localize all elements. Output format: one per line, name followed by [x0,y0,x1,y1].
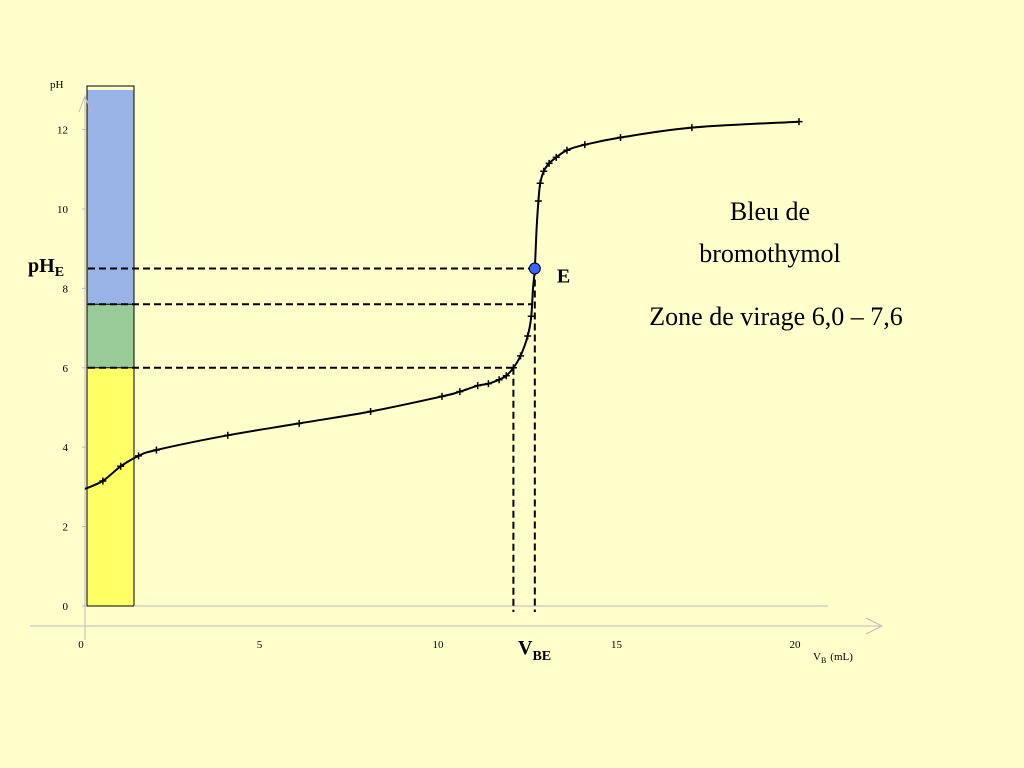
data-point-18 [536,179,544,187]
data-point-13 [509,364,517,372]
data-point-16 [527,312,535,320]
y-tick-label-5: 10 [57,204,69,216]
x-axis-arrow [865,617,884,635]
data-point-15 [524,332,532,340]
data-point-14 [517,352,525,360]
data-point-17 [534,197,542,205]
data-point-25 [688,124,696,132]
data-point-6 [367,407,375,415]
data-point-23 [581,141,589,149]
data-point-20 [545,159,553,167]
y-tick-label-0: 0 [63,601,69,613]
y-axis-label: pH [50,79,64,91]
y-tick-label-1: 2 [63,522,69,534]
indicator-bar-outline [86,85,135,607]
vbe-label: VBE [518,637,551,664]
data-point-0 [99,477,107,485]
x-tick-label-4: 20 [790,639,802,651]
x-axis-label: VB (mL) [813,651,853,665]
data-point-12 [502,372,510,380]
data-point-3 [152,446,160,454]
axes: 0 2 4 6 8 10 12 0 5 10 15 20 pH VB (mL) [30,79,884,665]
indicator-color-bar [86,85,135,607]
data-point-9 [474,382,482,390]
guide-lines [88,267,536,612]
data-markers [99,118,803,485]
indicator-name-line2: bromothymol [699,239,841,268]
y-axis-arrow [78,94,92,113]
indicator-zone-2 [87,89,134,305]
x-tick-label-3: 15 [611,639,623,651]
indicator-name-line1: Bleu de [730,197,810,226]
x-tick-label-0: 0 [78,639,84,651]
data-point-10 [484,380,492,388]
data-point-7 [438,392,446,400]
y-tick-label-6: 12 [57,125,68,137]
data-point-4 [224,431,232,439]
y-tick-label-3: 6 [63,363,69,375]
x-tick-label-1: 5 [257,639,263,651]
data-point-26 [795,118,803,126]
data-point-2 [135,452,143,460]
indicator-zone-1 [87,304,134,368]
data-point-24 [617,134,624,142]
y-tick-label-2: 4 [63,442,69,454]
data-point-11 [495,376,503,384]
equivalence-point [528,262,541,275]
data-point-5 [295,419,303,427]
indicator-zone-0 [87,367,134,606]
equivalence-label: E [557,266,570,288]
data-point-21 [552,153,560,161]
data-point-19 [540,167,548,175]
x-tick-label-2: 10 [433,639,445,651]
phe-label: pHE [28,255,64,280]
data-point-22 [563,146,571,154]
data-point-8 [456,388,464,396]
data-point-1 [117,462,125,470]
zone-de-virage-text: Zone de virage 6,0 – 7,6 [649,302,902,331]
y-tick-label-4: 8 [63,283,69,295]
